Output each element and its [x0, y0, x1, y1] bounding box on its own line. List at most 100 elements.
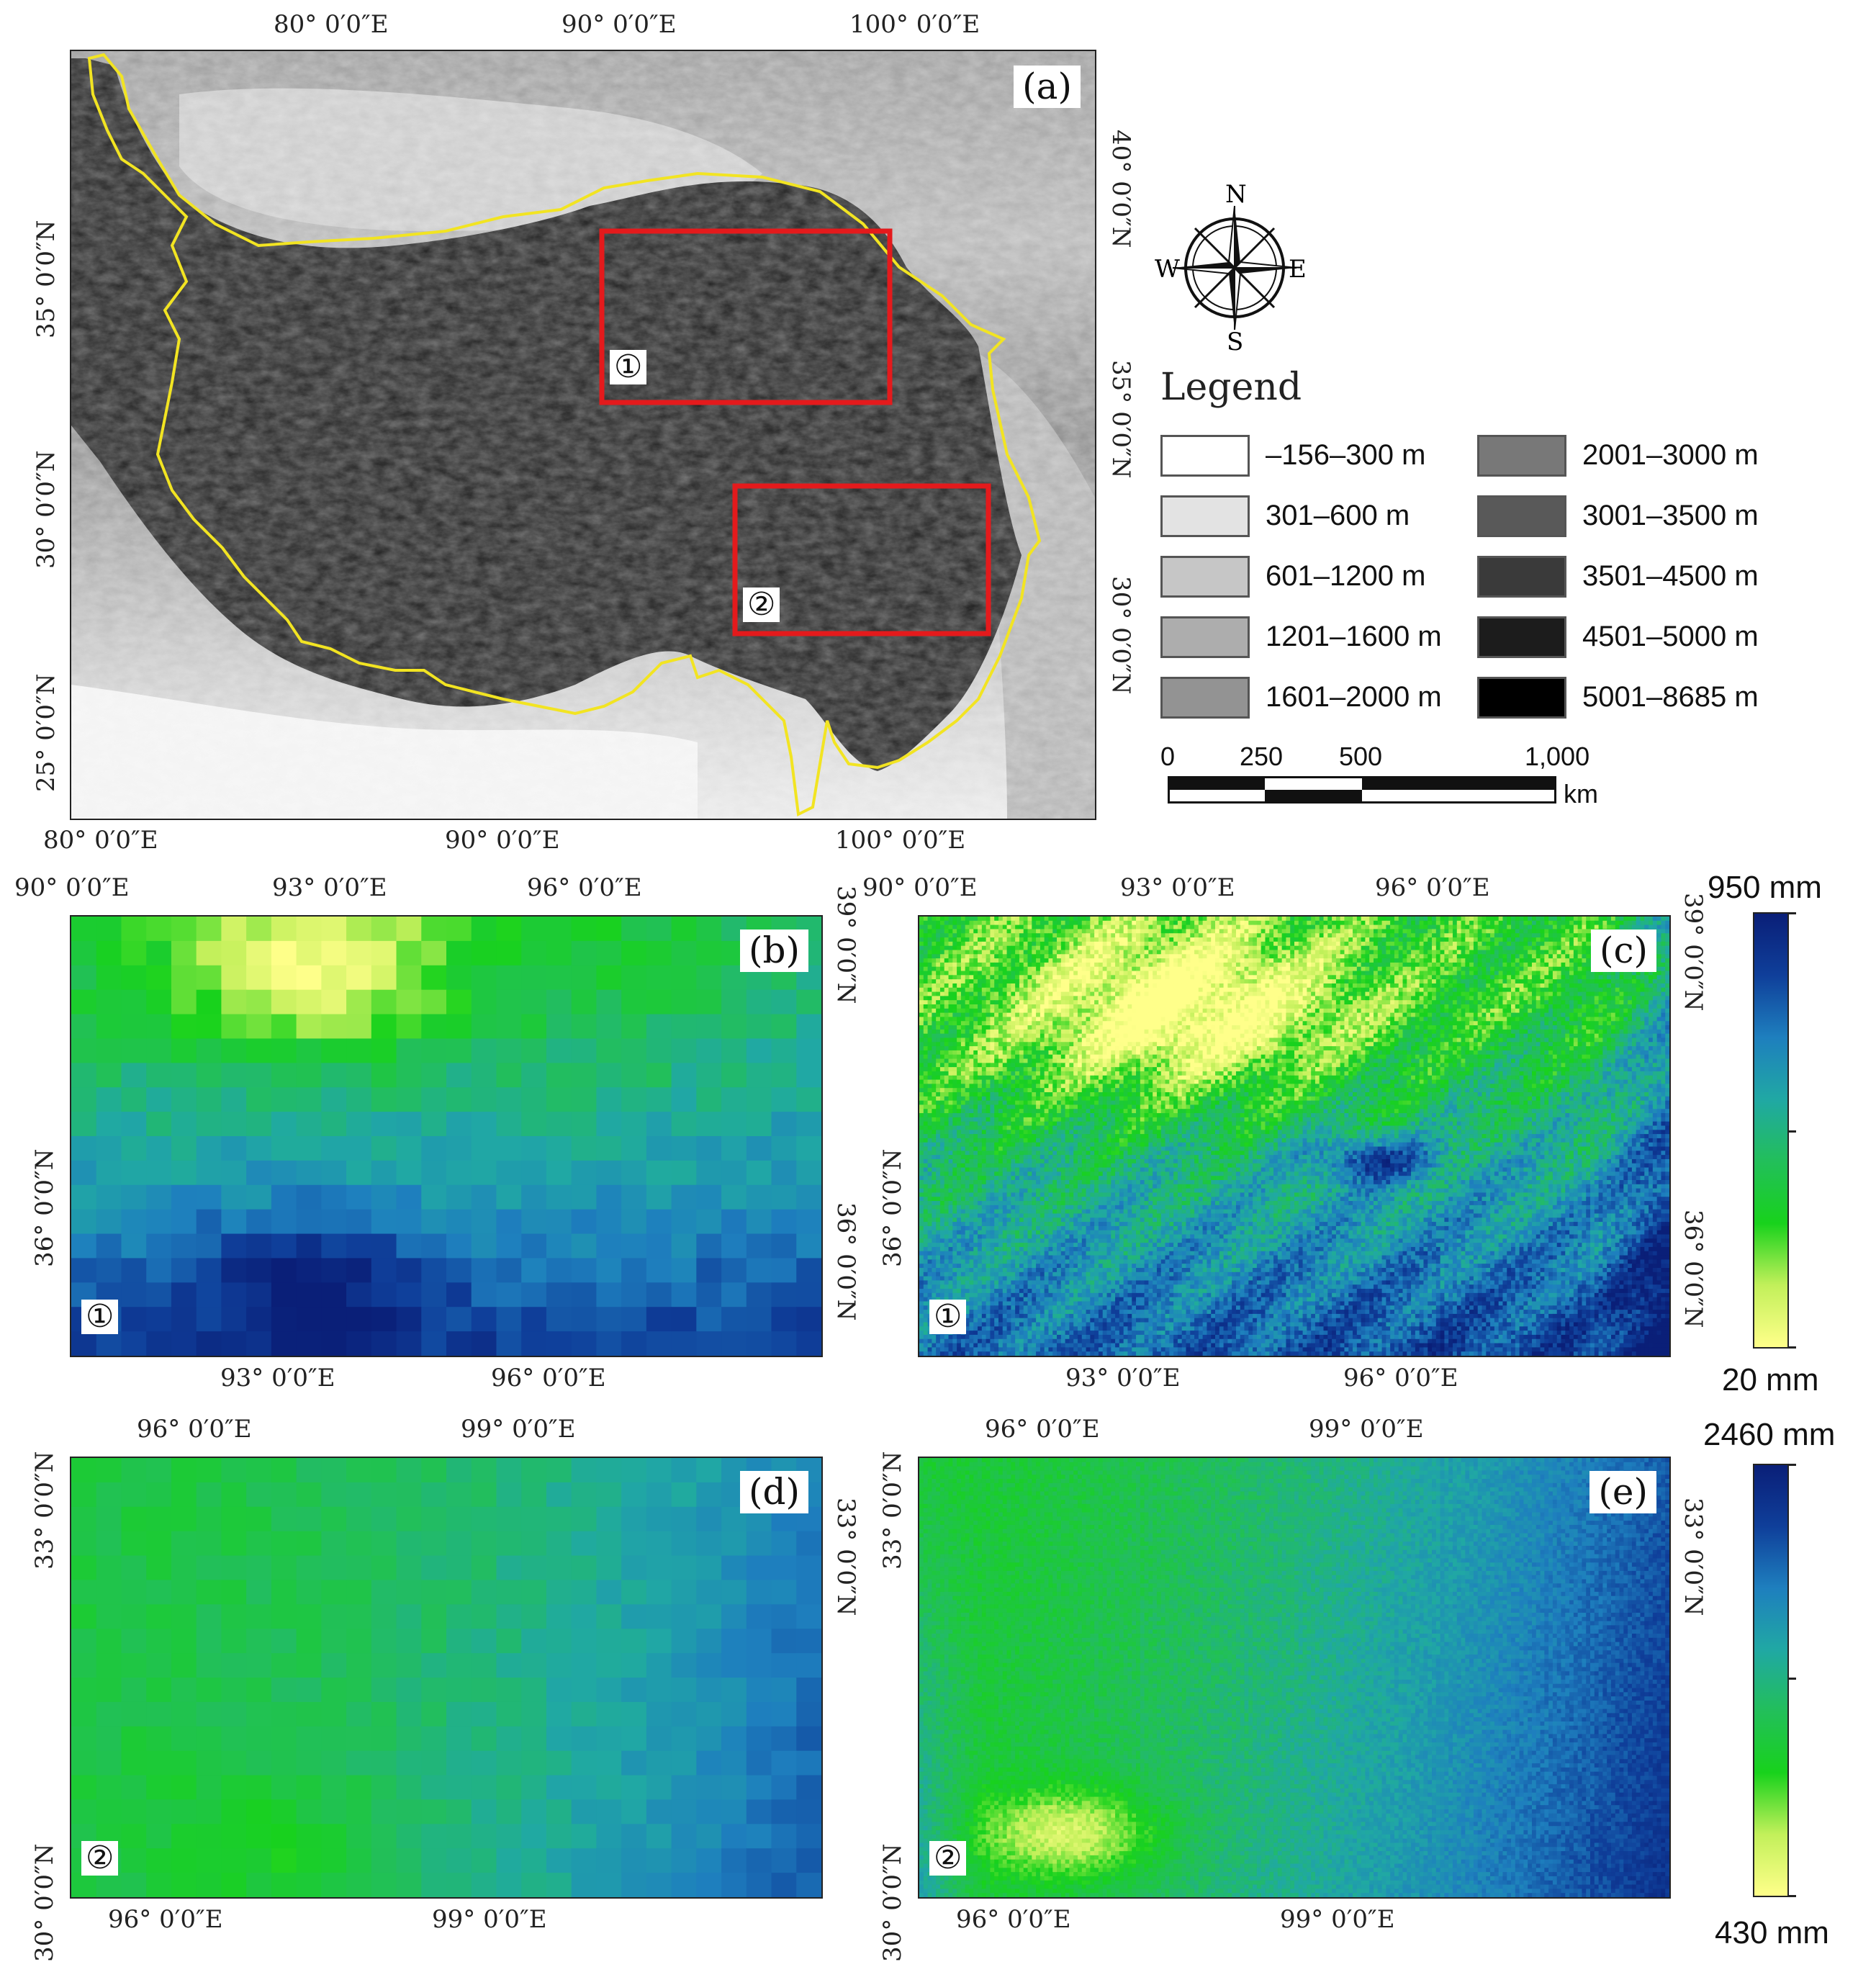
raster-cell	[1273, 954, 1278, 958]
raster-cell	[1136, 925, 1140, 930]
raster-cell	[1499, 933, 1503, 937]
raster-cell	[1048, 967, 1052, 971]
raster-cell	[1082, 975, 1086, 979]
raster-cell	[696, 1307, 721, 1331]
raster-cell	[1094, 925, 1099, 930]
raster-cell	[1253, 921, 1257, 925]
raster-cell	[1461, 917, 1466, 921]
raster-cell	[371, 1136, 397, 1161]
raster-cell	[940, 958, 944, 963]
raster-cell	[1019, 950, 1024, 954]
raster-cell	[1315, 925, 1320, 930]
raster-cell	[596, 1234, 621, 1259]
raster-cell	[949, 979, 953, 984]
raster-cell	[1240, 921, 1245, 925]
raster-cell	[1253, 958, 1257, 963]
raster-cell	[1248, 979, 1253, 984]
raster-cell	[297, 1331, 322, 1356]
raster-cell	[1207, 979, 1211, 984]
raster-cell	[1415, 917, 1420, 921]
raster-cell	[672, 1210, 697, 1234]
raster-cell	[1315, 958, 1320, 963]
raster-cell	[1132, 967, 1136, 971]
raster-cell	[994, 937, 998, 942]
raster-cell	[1374, 937, 1378, 942]
raster-cell	[1532, 937, 1536, 942]
raster-cell	[1140, 929, 1145, 933]
raster-cell	[546, 990, 572, 1014]
raster-cell	[1099, 954, 1103, 958]
raster-cell	[1536, 921, 1541, 925]
raster-cell	[1415, 950, 1420, 954]
raster-cell	[1490, 942, 1494, 946]
raster-cell	[646, 1307, 672, 1331]
raster-cell	[1320, 954, 1324, 958]
raster-cell	[990, 971, 994, 976]
raster-cell	[940, 950, 944, 954]
raster-cell	[1394, 963, 1399, 967]
raster-cell	[1140, 921, 1145, 925]
raster-cell	[1194, 963, 1199, 967]
raster-cell	[1457, 946, 1461, 950]
raster-cell	[1528, 963, 1532, 967]
raster-cell	[1578, 971, 1582, 976]
raster-cell	[1457, 950, 1461, 954]
raster-cell	[1361, 979, 1366, 984]
region-1-marker: ①	[610, 350, 646, 384]
raster-cell	[949, 933, 953, 937]
raster-cell	[1553, 929, 1557, 933]
raster-cell	[171, 1307, 197, 1331]
raster-cell	[998, 946, 1003, 950]
raster-cell	[1394, 958, 1399, 963]
raster-cell	[1661, 929, 1665, 933]
raster-cell	[1086, 946, 1091, 950]
raster-cell	[1253, 937, 1257, 942]
raster-cell	[1145, 963, 1149, 967]
raster-cell	[446, 1234, 472, 1259]
raster-cell	[936, 954, 940, 958]
raster-cell	[1574, 975, 1578, 979]
raster-cell	[1532, 954, 1536, 958]
raster-cell	[1407, 963, 1411, 967]
raster-cell	[1661, 963, 1665, 967]
raster-cell	[1119, 975, 1124, 979]
raster-cell	[1061, 937, 1065, 942]
raster-cell	[1661, 950, 1665, 954]
raster-cell	[1248, 971, 1253, 976]
raster-cell	[421, 1087, 446, 1112]
raster-cell	[1127, 929, 1132, 933]
raster-cell	[1082, 950, 1086, 954]
raster-cell	[1127, 975, 1132, 979]
raster-cell	[1182, 963, 1186, 967]
raster-cell	[1315, 937, 1320, 942]
raster-cell	[1474, 954, 1478, 958]
raster-cell	[1111, 954, 1115, 958]
raster-cell	[1019, 971, 1024, 976]
raster-cell	[932, 925, 936, 930]
raster-cell	[1557, 958, 1561, 963]
raster-cell	[982, 917, 986, 921]
a-top-lon-2: 90° 0′0″E	[562, 10, 677, 39]
raster-cell	[596, 1210, 621, 1234]
raster-cell	[1502, 937, 1507, 942]
raster-cell	[1415, 937, 1420, 942]
raster-cell	[1340, 933, 1345, 937]
raster-cell	[1127, 946, 1132, 950]
raster-cell	[1657, 929, 1661, 933]
raster-cell	[1523, 925, 1528, 930]
raster-cell	[1507, 921, 1511, 925]
raster-cell	[1061, 963, 1065, 967]
raster-cell	[1461, 921, 1466, 925]
raster-cell	[1265, 933, 1269, 937]
region-2-marker: ②	[743, 588, 780, 622]
raster-cell	[1469, 925, 1474, 930]
raster-cell	[919, 942, 924, 946]
raster-cell	[1523, 946, 1528, 950]
raster-cell	[1382, 975, 1386, 979]
raster-cell	[1132, 921, 1136, 925]
raster-cell	[1240, 967, 1245, 971]
raster-cell	[986, 954, 991, 958]
raster-cell	[1553, 967, 1557, 971]
b-bottom-lon-1: 93° 0′0″E	[220, 1364, 335, 1392]
raster-cell	[1019, 954, 1024, 958]
